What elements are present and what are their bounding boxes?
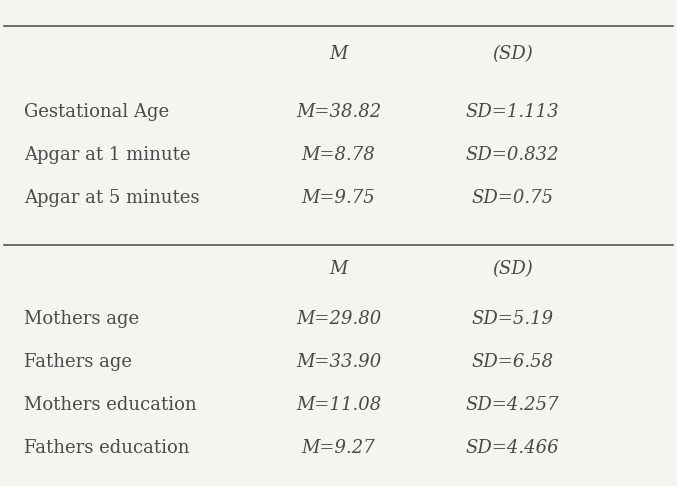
Text: SD=1.113: SD=1.113 — [466, 103, 559, 121]
Text: Apgar at 5 minutes: Apgar at 5 minutes — [24, 189, 200, 207]
Text: M=8.78: M=8.78 — [302, 146, 375, 164]
Text: M=11.08: M=11.08 — [296, 397, 381, 415]
Text: Fathers education: Fathers education — [24, 439, 190, 457]
Text: SD=5.19: SD=5.19 — [471, 311, 553, 329]
Text: Gestational Age: Gestational Age — [24, 103, 169, 121]
Text: M=29.80: M=29.80 — [296, 311, 381, 329]
Text: (SD): (SD) — [492, 45, 533, 63]
Text: (SD): (SD) — [492, 260, 533, 278]
Text: M: M — [329, 260, 348, 278]
Text: M=38.82: M=38.82 — [296, 103, 381, 121]
Text: M: M — [329, 45, 348, 63]
Text: SD=4.466: SD=4.466 — [466, 439, 559, 457]
Text: M=9.27: M=9.27 — [302, 439, 375, 457]
Text: SD=6.58: SD=6.58 — [471, 353, 553, 371]
Text: Mothers age: Mothers age — [24, 311, 139, 329]
Text: SD=0.75: SD=0.75 — [471, 189, 553, 207]
Text: Apgar at 1 minute: Apgar at 1 minute — [24, 146, 191, 164]
Text: M=33.90: M=33.90 — [296, 353, 381, 371]
Text: Fathers age: Fathers age — [24, 353, 132, 371]
Text: M=9.75: M=9.75 — [302, 189, 375, 207]
Text: SD=4.257: SD=4.257 — [466, 397, 559, 415]
Text: Mothers education: Mothers education — [24, 397, 197, 415]
Text: SD=0.832: SD=0.832 — [466, 146, 559, 164]
